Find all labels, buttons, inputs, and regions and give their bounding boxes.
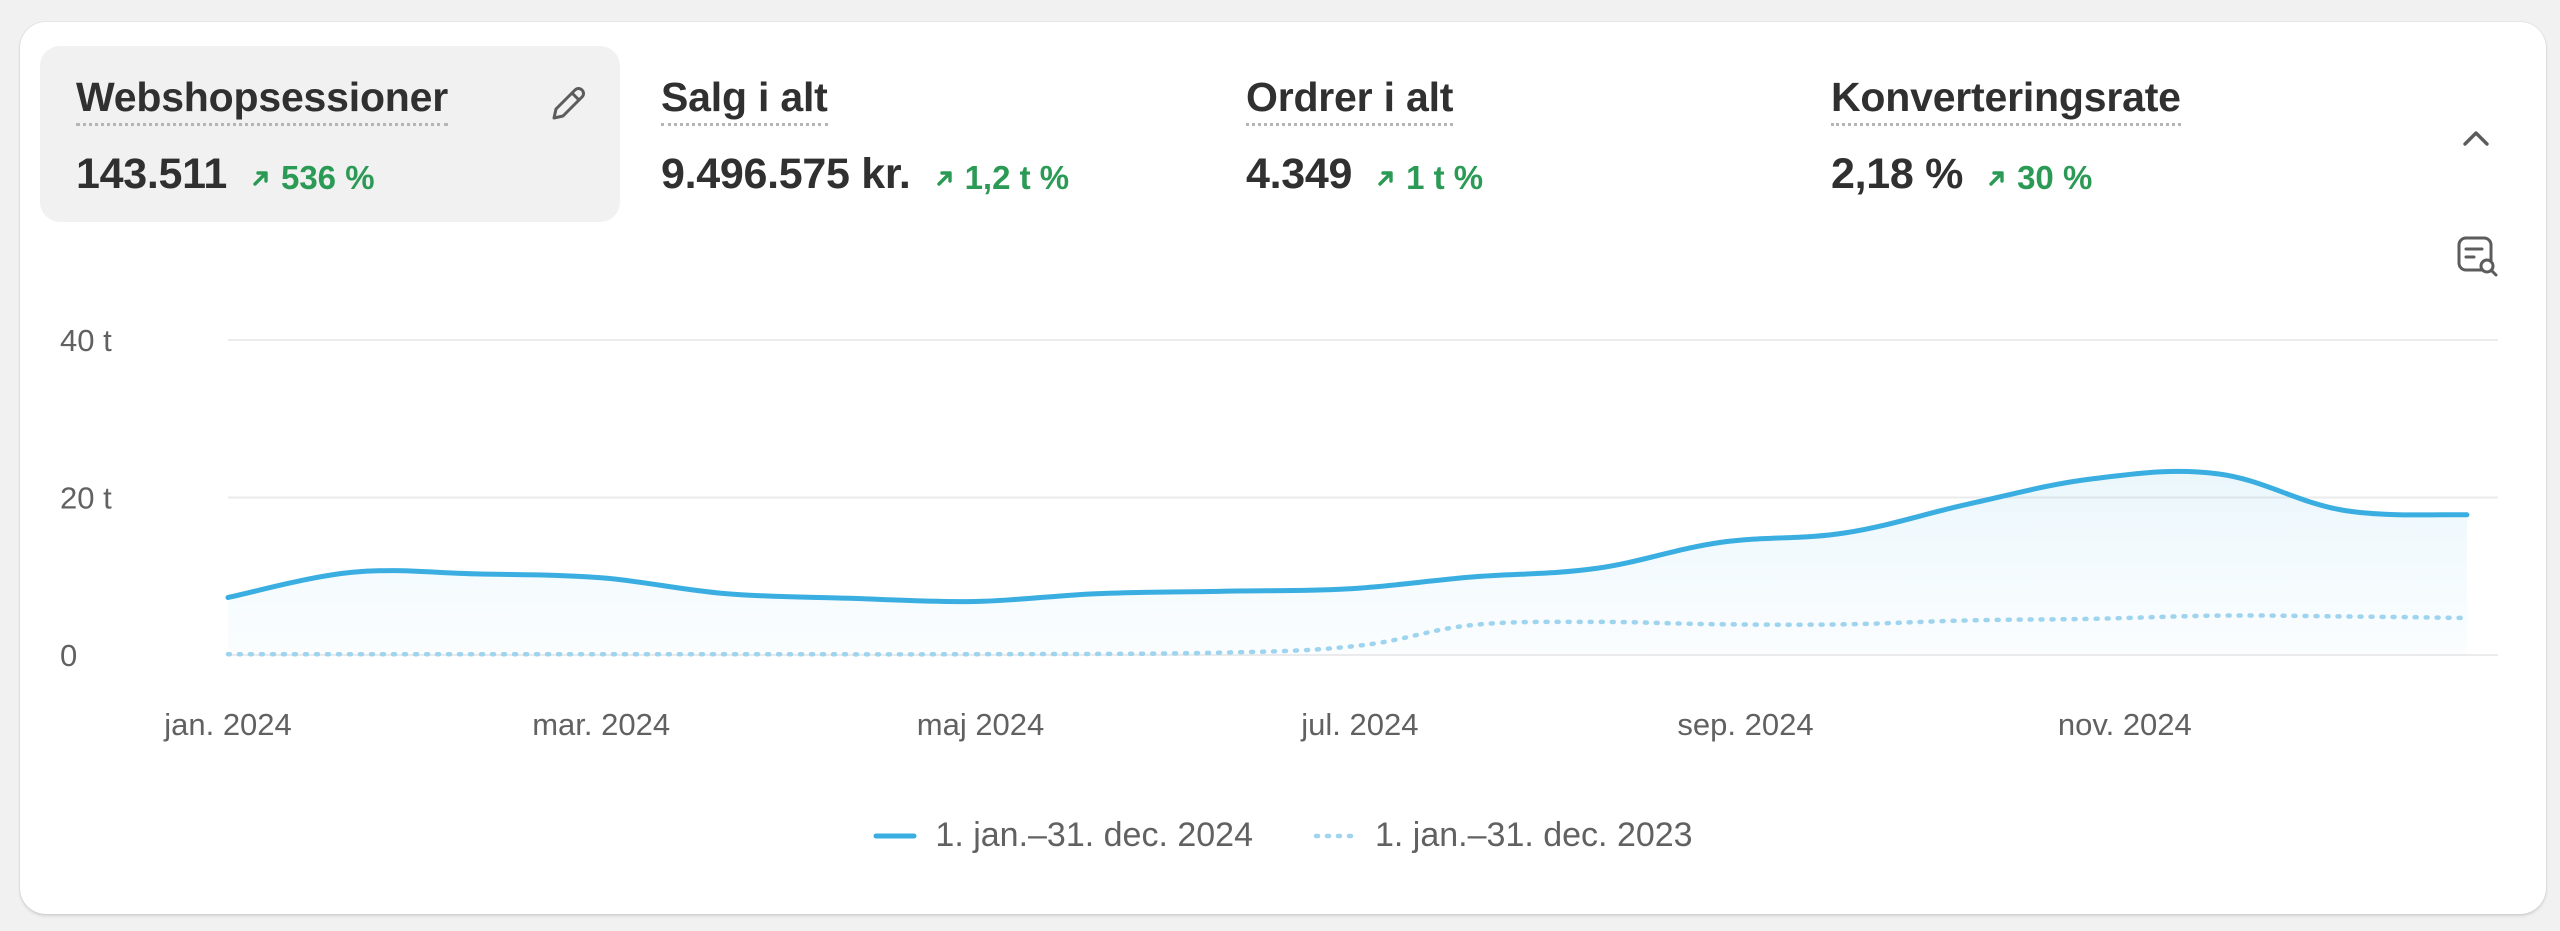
legend-solid-line-swatch: [873, 833, 917, 838]
chart-legend: 1. jan.–31. dec. 2024 1. jan.–31. dec. 2…: [20, 816, 2546, 855]
metric-delta-text: 536 %: [280, 159, 375, 196]
chevron-up-icon[interactable]: [2450, 112, 2502, 164]
metric-value: 143.511: [76, 150, 227, 198]
metric-label: Ordrer i alt: [1246, 74, 1453, 126]
arrow-up-right-icon: [1378, 171, 1393, 186]
metric-delta: 536 %: [251, 159, 375, 197]
metric-label: Salg i alt: [661, 74, 828, 126]
metric-sessions[interactable]: Webshopsessioner 143.511 536 %: [40, 46, 620, 222]
y-tick-label: 20 t: [60, 481, 112, 516]
y-tick-label: 40 t: [60, 323, 112, 358]
metric-value: 4.349: [1246, 150, 1353, 198]
metric-orders[interactable]: Ordrer i alt 4.349 1 t %: [1210, 46, 1790, 222]
arrow-up-right-icon: [253, 171, 268, 186]
x-tick-label: maj 2024: [917, 707, 1045, 742]
search-document-icon[interactable]: [2452, 230, 2504, 282]
pencil-icon[interactable]: [544, 80, 592, 128]
arrow-up-right-icon: [1989, 171, 2004, 186]
series-line-2024: [225, 468, 2470, 605]
metric-sales[interactable]: Salg i alt 9.496.575 kr. 1,2 t %: [625, 46, 1205, 222]
x-tick-label: sep. 2024: [1677, 707, 1813, 742]
metric-value: 2,18 %: [1831, 150, 1964, 198]
metric-delta-text: 1 t %: [1406, 159, 1484, 196]
metric-delta-text: 1,2 t %: [964, 159, 1070, 196]
legend-dotted-line-swatch: [1313, 833, 1357, 838]
x-tick-label: jul. 2024: [1300, 707, 1418, 742]
metric-delta: 1,2 t %: [935, 159, 1070, 197]
legend-label: 1. jan.–31. dec. 2023: [1375, 816, 1693, 854]
metric-value: 9.496.575 kr.: [661, 150, 911, 198]
legend-item-2024[interactable]: 1. jan.–31. dec. 2024: [873, 816, 1253, 855]
metric-conversion[interactable]: Konverteringsrate 2,18 % 30 %: [1795, 46, 2375, 222]
metric-delta: 30 %: [1987, 159, 2092, 197]
series-line-2023: [225, 613, 2470, 657]
sessions-line-chart: 0 20 t 40 t jan. 2024 mar. 2024 maj 2024 jul.…: [60, 323, 2498, 742]
y-tick-label: 0: [60, 638, 77, 673]
x-tick-label: nov. 2024: [2058, 707, 2192, 742]
metric-delta-text: 30 %: [2017, 159, 2093, 196]
x-tick-label: mar. 2024: [532, 707, 670, 742]
x-tick-label: jan. 2024: [163, 707, 292, 742]
analytics-card: Webshopsessioner 143.511 536 % Salg i al…: [20, 22, 2546, 914]
metric-label: Webshopsessioner: [76, 74, 448, 126]
metric-label: Konverteringsrate: [1831, 74, 2181, 126]
metric-delta: 1 t %: [1376, 159, 1483, 197]
legend-item-2023[interactable]: 1. jan.–31. dec. 2023: [1313, 816, 1693, 855]
series-area-fill: [228, 471, 2467, 655]
arrow-up-right-icon: [936, 171, 952, 186]
legend-label: 1. jan.–31. dec. 2024: [935, 816, 1253, 854]
